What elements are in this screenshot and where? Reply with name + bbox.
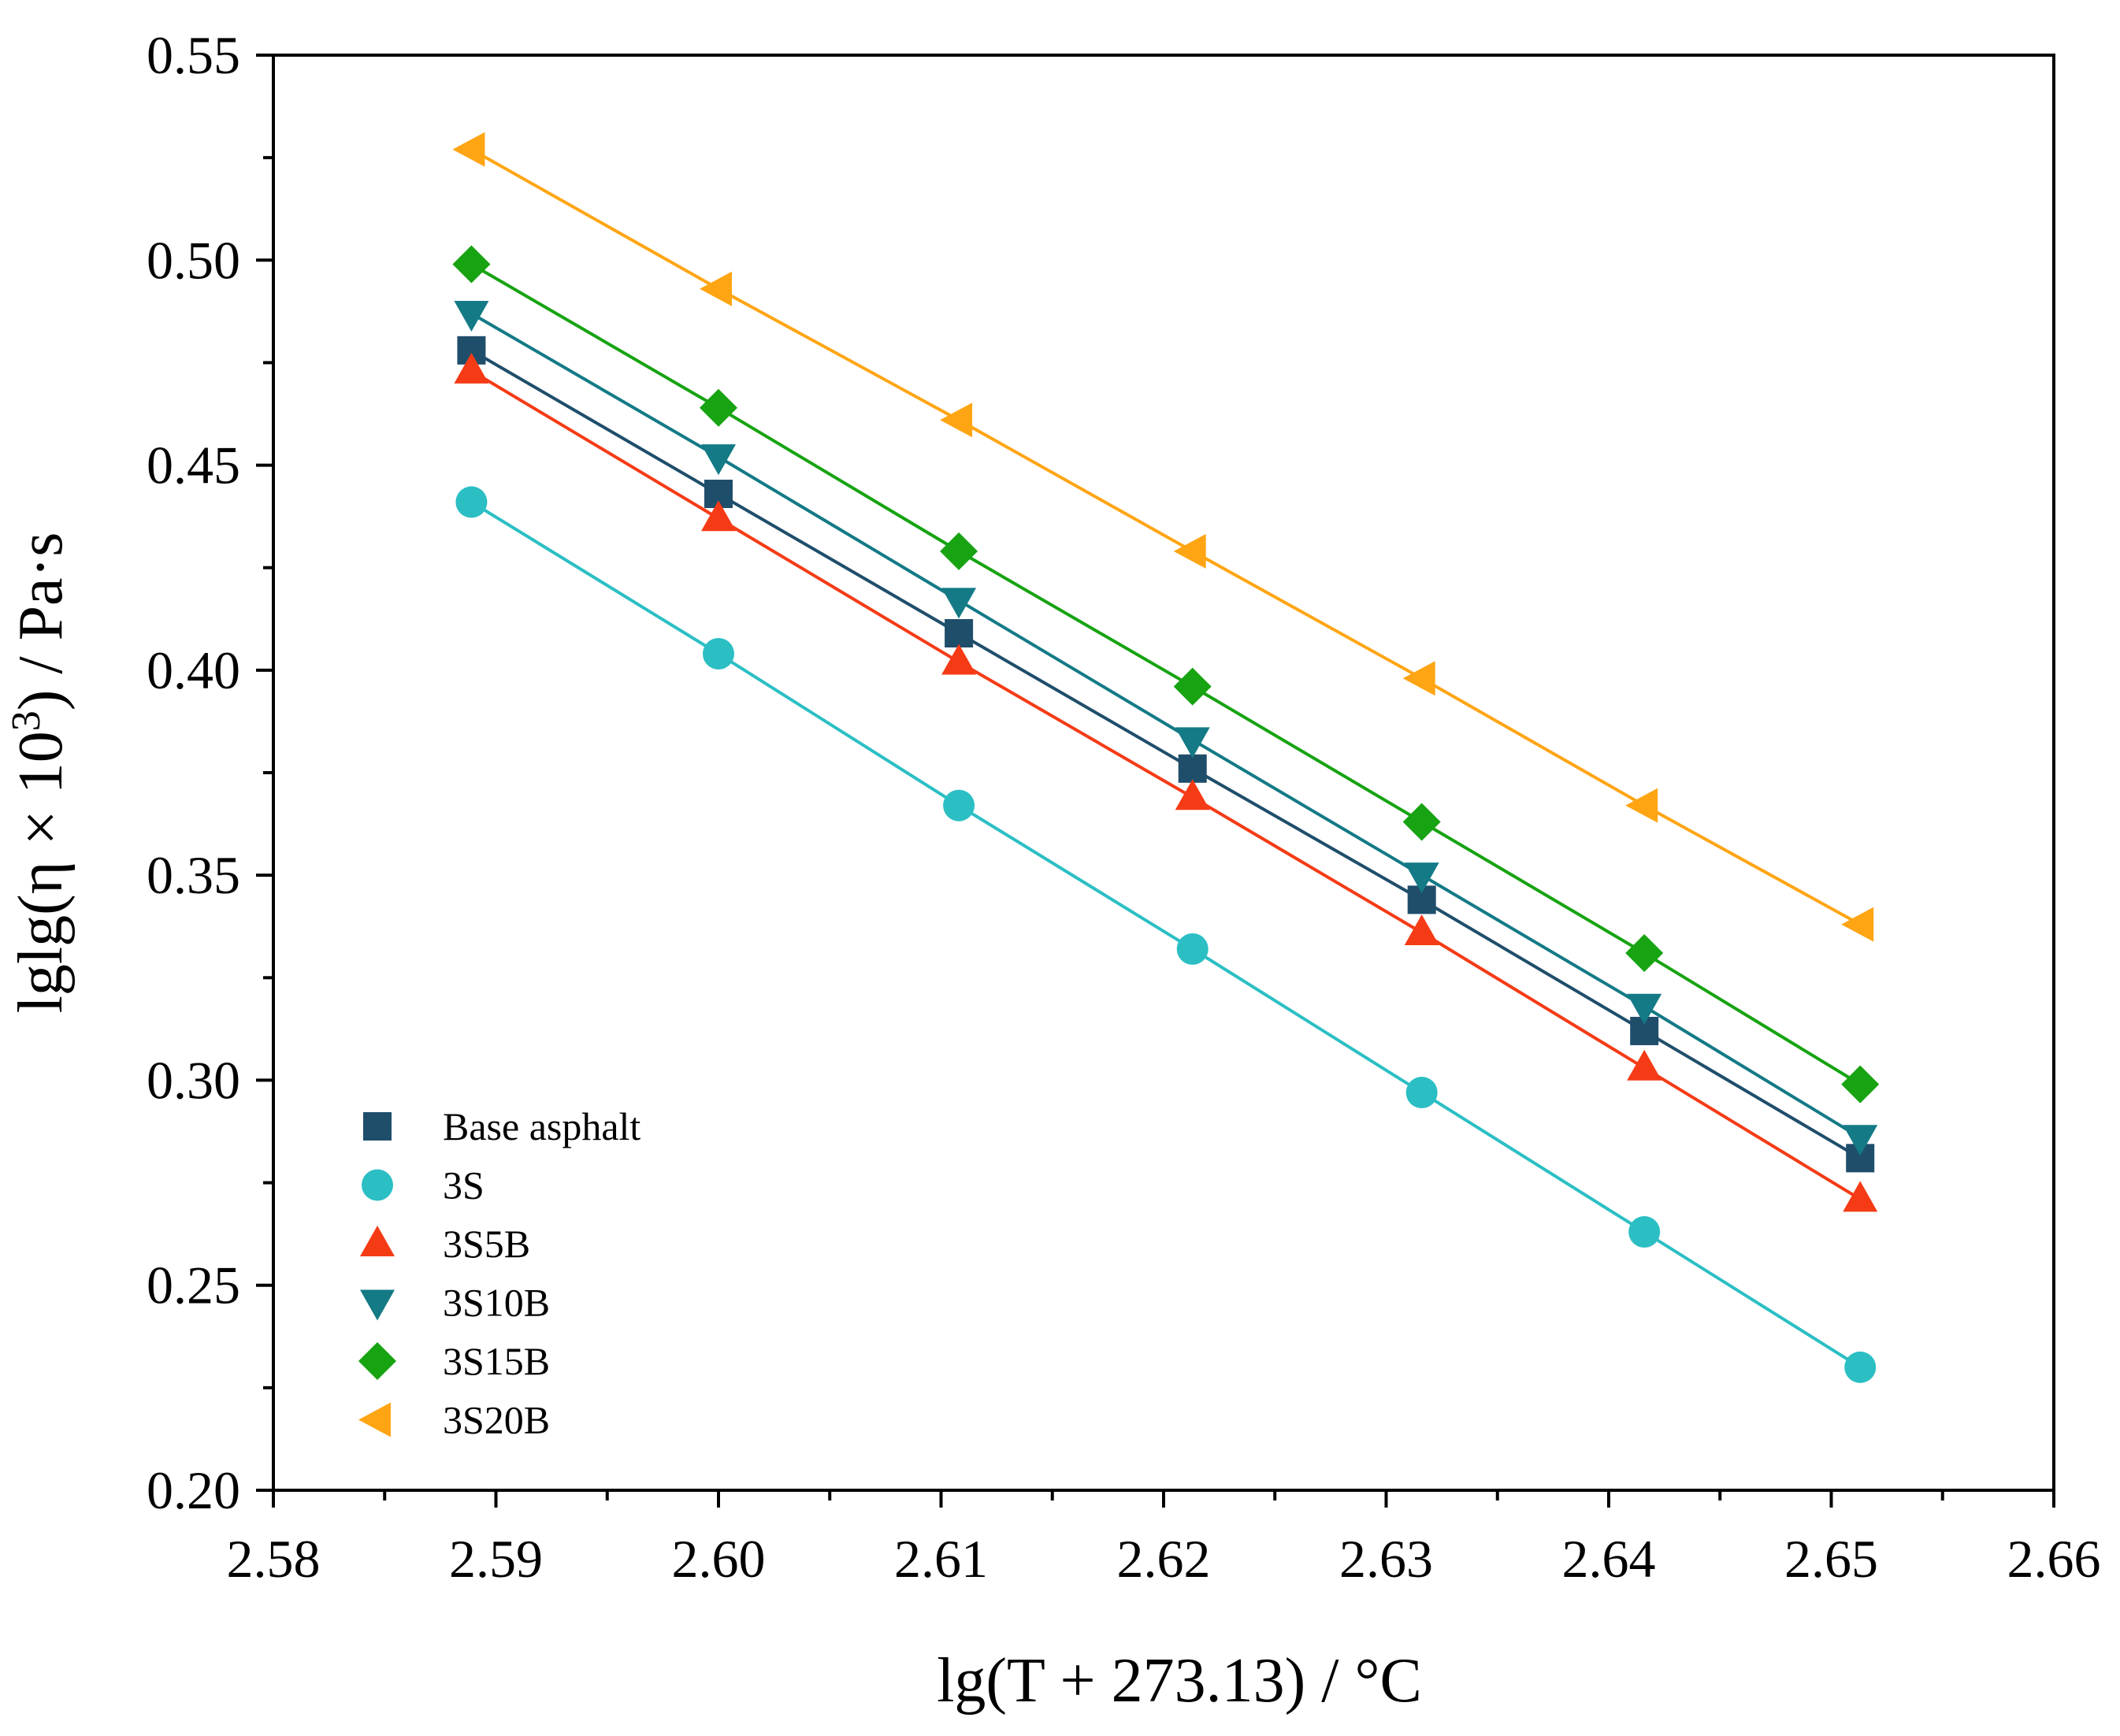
data-point [1844, 1351, 1877, 1383]
x-tick-label: 2.65 [1784, 1529, 1878, 1589]
x-tick-label: 2.59 [449, 1529, 543, 1589]
legend-item: 3S15B [358, 1339, 550, 1383]
y-tick-label: 0.35 [147, 845, 240, 905]
legend-item: 3S [362, 1163, 485, 1207]
data-point [1843, 1181, 1878, 1212]
series-3s15b [452, 245, 1880, 1104]
x-tick-label: 2.63 [1339, 1529, 1433, 1589]
data-point [1405, 1077, 1438, 1109]
legend-label: 3S20B [443, 1398, 550, 1442]
legend-marker [360, 1226, 395, 1256]
data-point [1176, 933, 1209, 965]
data-point [455, 486, 488, 518]
y-tick-label: 0.55 [147, 25, 240, 85]
data-point [1178, 754, 1207, 783]
y-axis-title-tail: ) / Pa·s [6, 532, 76, 711]
data-point [1402, 661, 1435, 696]
y-tick-label: 0.40 [147, 640, 240, 700]
legend-item: 3S10B [360, 1281, 550, 1325]
legend-label: Base asphalt [443, 1104, 640, 1148]
legend-label: 3S10B [443, 1281, 550, 1325]
x-tick-label: 2.62 [1117, 1529, 1211, 1589]
y-tick-label: 0.20 [147, 1460, 240, 1520]
data-point [1627, 1049, 1662, 1081]
data-point [1843, 1125, 1878, 1156]
data-point [1175, 779, 1210, 811]
data-point [1173, 533, 1206, 569]
legend-item: Base asphalt [363, 1104, 640, 1148]
series-3s5b [454, 352, 1878, 1212]
legend-marker [358, 1402, 391, 1437]
series-3s20b [452, 132, 1874, 942]
x-tick-label: 2.58 [227, 1529, 321, 1589]
data-point [452, 245, 491, 284]
axis-ticks-group: 2.58 2.59 2.60 2.61 2.62 2.63 2.64 2.65 2.66 0.20… [147, 25, 2101, 1589]
legend-item: 3S5B [360, 1222, 530, 1266]
data-point [1173, 667, 1212, 706]
data-point [701, 444, 736, 476]
y-tick-label: 0.25 [147, 1256, 240, 1315]
legend-marker [358, 1342, 396, 1380]
x-tick-label: 2.61 [894, 1529, 988, 1589]
plot-frame-group [272, 54, 2055, 1492]
data-point [940, 532, 978, 570]
data-point [701, 500, 736, 532]
data-point [1175, 727, 1210, 759]
data-point [700, 271, 732, 306]
series-3s10b [454, 300, 1878, 1156]
y-tick-label: 0.30 [147, 1050, 240, 1110]
data-point [1841, 907, 1874, 942]
series-base-asphalt [457, 336, 1875, 1173]
data-point [1841, 1065, 1880, 1104]
y-axis-title-superscript: 3 [4, 710, 49, 731]
y-tick-label: 0.50 [147, 230, 240, 290]
legend-marker [360, 1289, 395, 1321]
data-point [700, 388, 737, 427]
legend: Base asphalt 3S 3S5B 3S10B 3S15B 3S20B [358, 1104, 640, 1442]
y-tick-label: 0.45 [147, 436, 240, 495]
data-point [1625, 788, 1658, 823]
data-point [1627, 993, 1662, 1025]
series-3s [455, 486, 1877, 1383]
plot-frame [272, 54, 2055, 1492]
data-point [1404, 862, 1439, 894]
y-axis-title: lglg(η × 103) / Pa·s [4, 532, 76, 1014]
data-point [943, 789, 975, 822]
x-axis-title: lg(T + 273.13) / °C [937, 1646, 1422, 1716]
legend-label: 3S15B [443, 1339, 550, 1383]
data-point [1625, 934, 1664, 973]
x-tick-label: 2.66 [2007, 1529, 2101, 1589]
legend-label: 3S [443, 1163, 485, 1207]
data-point [1402, 803, 1441, 841]
data-point [1628, 1216, 1661, 1248]
series-line [470, 312, 1862, 1140]
x-tick-label: 2.60 [672, 1529, 766, 1589]
series-group [452, 132, 1880, 1383]
data-point [1404, 914, 1439, 946]
data-point [941, 644, 977, 675]
data-point [452, 132, 485, 167]
legend-label: 3S5B [443, 1222, 530, 1266]
data-point [703, 638, 734, 670]
data-point [940, 402, 973, 438]
x-tick-label: 2.64 [1562, 1529, 1656, 1589]
y-axis-title-main: lglg(η × 10 [6, 731, 76, 1013]
data-point [454, 300, 489, 332]
data-point [941, 588, 977, 619]
legend-item: 3S20B [358, 1398, 550, 1442]
legend-marker [362, 1169, 393, 1201]
data-point [945, 619, 974, 648]
legend-marker [363, 1112, 392, 1141]
data-point [454, 352, 489, 384]
